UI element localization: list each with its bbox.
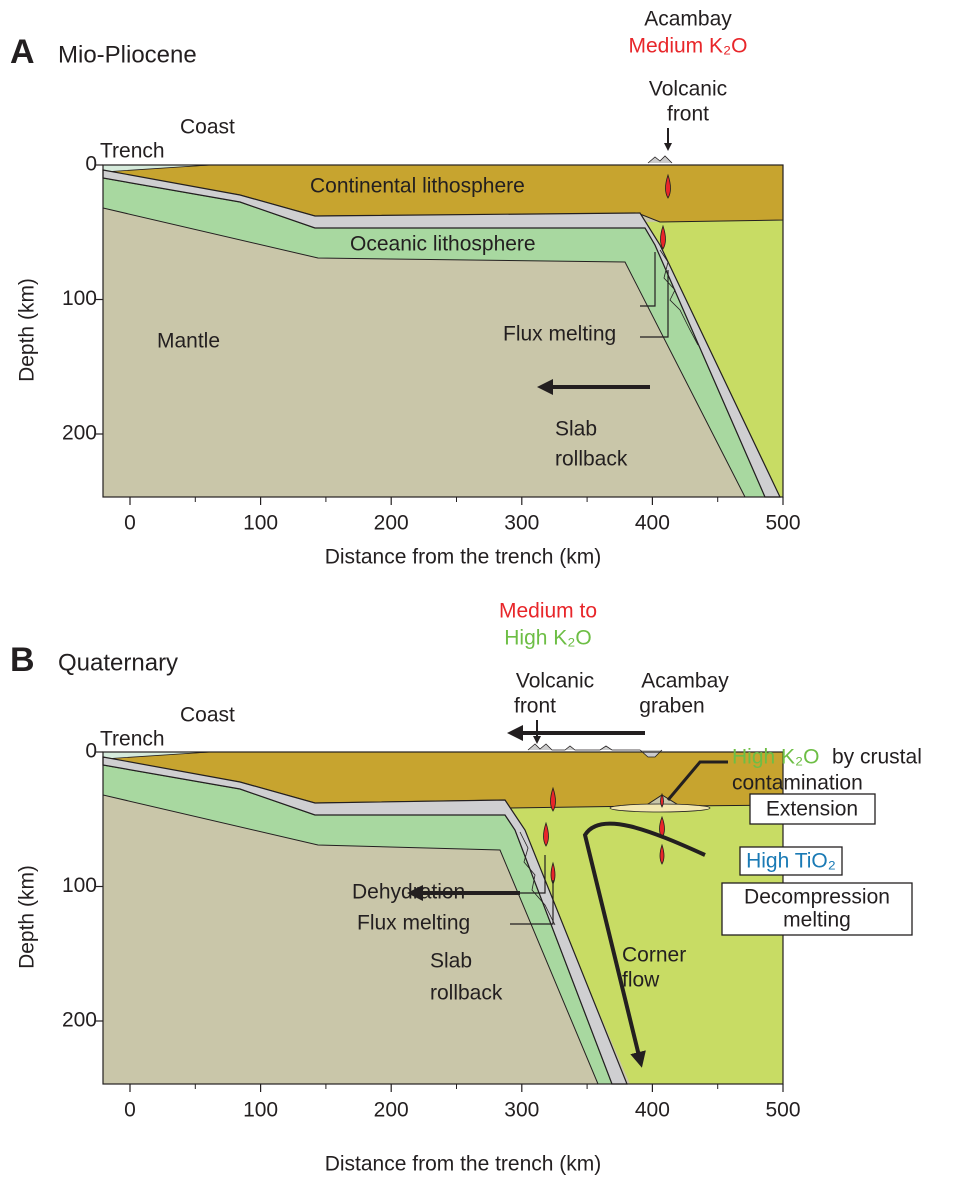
panel-a: A Mio-Pliocene Acambay Medium K₂O Volcan…	[10, 8, 783, 569]
rollback-label: Slab	[430, 950, 472, 973]
corner-flow-label: flow	[622, 969, 660, 992]
x-tick-label: 400	[635, 1099, 670, 1122]
y-tick-label: 100	[62, 874, 97, 897]
x-tick-label: 100	[243, 512, 278, 535]
x-tick-label: 100	[243, 1099, 278, 1122]
x-tick-label: 500	[765, 1099, 800, 1122]
y-axis-label: Depth (km)	[16, 865, 39, 969]
x-tick-label: 0	[124, 1099, 136, 1122]
crustal-lens	[610, 804, 710, 812]
contamination-label: High K₂O	[732, 746, 820, 769]
panel-label: B	[10, 641, 35, 679]
decompression-label: Decompression	[744, 886, 890, 909]
flux-melting-label: Flux melting	[357, 912, 470, 935]
oceanic-label: Oceanic lithosphere	[350, 233, 536, 256]
panel-title: Mio-Pliocene	[58, 41, 197, 68]
rollback-label: rollback	[430, 982, 503, 1005]
volcanic-front-label: Volcanic	[649, 78, 727, 101]
composition-label: Medium to	[499, 600, 597, 623]
volcanic-front-label: front	[514, 695, 556, 718]
x-tick-label: 200	[374, 512, 409, 535]
corner-flow-label: Corner	[622, 944, 686, 967]
y-tick-label: 200	[62, 422, 97, 445]
y-tick-label: 0	[85, 740, 97, 763]
continental-label: Continental lithosphere	[310, 175, 525, 198]
y-tick-label: 200	[62, 1009, 97, 1032]
decompression-label: melting	[783, 909, 851, 932]
y-axis-label: Depth (km)	[16, 278, 39, 382]
place-label: Acambay	[644, 8, 732, 31]
x-tick-label: 300	[504, 512, 539, 535]
x-axis-label: Distance from the trench (km)	[325, 1153, 602, 1176]
y-tick-label: 0	[85, 153, 97, 176]
x-tick-label: 0	[124, 512, 136, 535]
extension-label: Extension	[766, 798, 858, 821]
flux-melting-label: Flux melting	[503, 323, 616, 346]
mantle-label: Mantle	[157, 330, 220, 353]
rollback-label: rollback	[555, 448, 628, 471]
panel-title: Quaternary	[58, 649, 178, 676]
trench-label: Trench	[100, 140, 165, 163]
x-tick-label: 200	[374, 1099, 409, 1122]
magma-drop	[661, 794, 664, 807]
volcanic-front-label: front	[667, 103, 709, 126]
coast-label: Coast	[180, 704, 235, 727]
panel-label: A	[10, 33, 35, 71]
figure: A Mio-Pliocene Acambay Medium K₂O Volcan…	[0, 0, 963, 1183]
volcano	[648, 156, 672, 163]
x-tick-label: 400	[635, 512, 670, 535]
graben-label: Acambay	[641, 670, 729, 693]
x-axis-label: Distance from the trench (km)	[325, 546, 602, 569]
x-tick-label: 500	[765, 512, 800, 535]
x-tick-label: 300	[504, 1099, 539, 1122]
coast-label: Coast	[180, 116, 235, 139]
tio2-label: High TiO₂	[746, 850, 836, 873]
y-tick-label: 100	[62, 287, 97, 310]
composition-label: Medium K₂O	[628, 35, 747, 58]
trench-label: Trench	[100, 728, 165, 751]
contamination-label: contamination	[732, 772, 863, 795]
composition-label: High K₂O	[504, 627, 592, 650]
rollback-label: Slab	[555, 418, 597, 441]
graben-label: graben	[639, 695, 704, 718]
contamination-label: by crustal	[832, 746, 922, 769]
panel-b: B Quaternary Medium to High K₂O Volcanic…	[10, 600, 922, 1176]
volcanic-front-label: Volcanic	[516, 670, 594, 693]
